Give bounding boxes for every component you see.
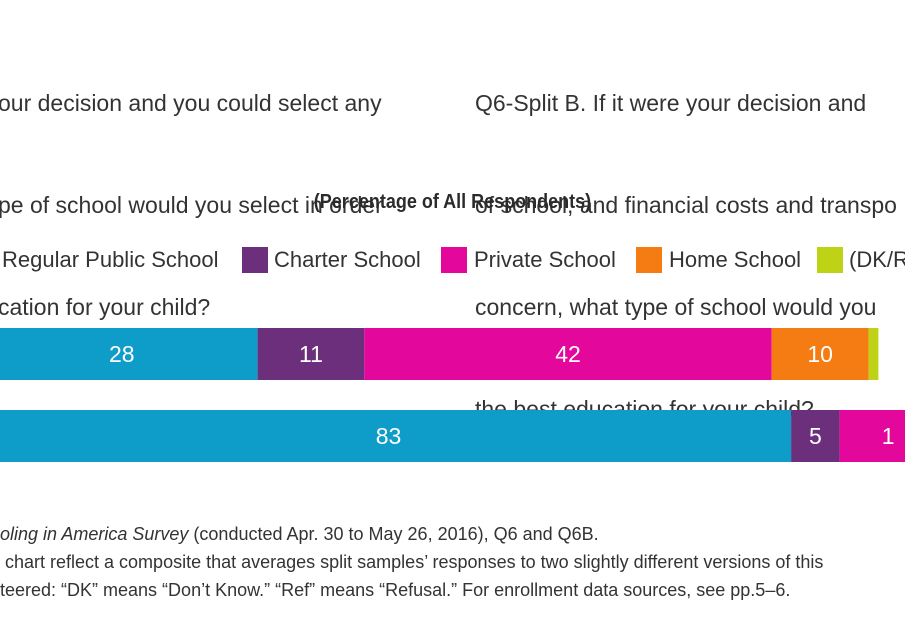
- note-survey-name: oling in America Survey: [0, 524, 189, 544]
- bar-label-private-row1: 42: [555, 341, 581, 367]
- bar-segment-public-row1: [0, 328, 258, 380]
- bar-label-charter-row1: 11: [299, 341, 323, 367]
- chart-subtitle: (Percentage of All Respondents): [313, 191, 592, 213]
- note-volunteered: teered: “DK” means “Don’t Know.” “Ref” m…: [0, 580, 791, 600]
- note-source-detail: (conducted Apr. 30 to May 26, 2016), Q6 …: [188, 524, 599, 544]
- legend-label-charter: Charter School: [274, 247, 421, 272]
- legend-label-private: Private School: [474, 247, 616, 272]
- legend-label-home: Home School: [669, 247, 802, 272]
- question-line: our decision and you could select any: [0, 90, 382, 116]
- question-split-a: our decision and you could select any pe…: [0, 18, 383, 358]
- legend-swatch-home: [636, 247, 662, 273]
- bar-label-home-row1: 10: [807, 341, 833, 367]
- question-line: Q6-Split B. If it were your decision and: [475, 90, 867, 116]
- bar-label-charter-row2: 5: [809, 423, 822, 449]
- question-line: pe of school would you select in order: [0, 192, 383, 218]
- note-source: oling in America Survey (conducted Apr. …: [0, 520, 599, 548]
- question-line: of school, and financial costs and trans…: [475, 192, 897, 218]
- bar-segment-dk-row1: [868, 328, 879, 380]
- question-line: concern, what type of school would you: [475, 294, 877, 320]
- note-composite: chart reflect a composite that averages …: [0, 552, 824, 572]
- bar-label-public-row1: 28: [109, 341, 135, 367]
- legend-item-private: Private School: [441, 245, 641, 275]
- legend-item-public: Regular Public School: [0, 245, 230, 275]
- stacked-bar-chart: 28 11 42 10 83 5 1: [0, 328, 905, 462]
- bar-segment-private-row2: [839, 410, 905, 462]
- bar-segment-charter-row1: [257, 328, 365, 380]
- legend-item-dk: (DK/R: [817, 245, 905, 275]
- bar-segment-home-row1: [771, 328, 869, 380]
- question-line: cation for your child?: [0, 294, 211, 320]
- bar-label-public-row2: 83: [376, 423, 402, 449]
- bar-segment-public-row2: [0, 410, 792, 462]
- legend-swatch-charter: [242, 247, 268, 273]
- legend-label-public: Regular Public School: [2, 247, 219, 272]
- bar-segment-charter-row2: [791, 410, 840, 462]
- chart-notes: oling in America Survey (conducted Apr. …: [0, 520, 823, 632]
- legend-swatch-dk: [817, 247, 843, 273]
- legend-swatch-private: [441, 247, 467, 273]
- bar-label-private-row2: 1: [882, 423, 895, 449]
- bar-segment-private-row1: [364, 328, 772, 380]
- legend-item-charter: Charter School: [242, 245, 442, 275]
- legend-label-dk: (DK/R: [849, 247, 905, 272]
- legend-item-home: Home School: [636, 245, 826, 275]
